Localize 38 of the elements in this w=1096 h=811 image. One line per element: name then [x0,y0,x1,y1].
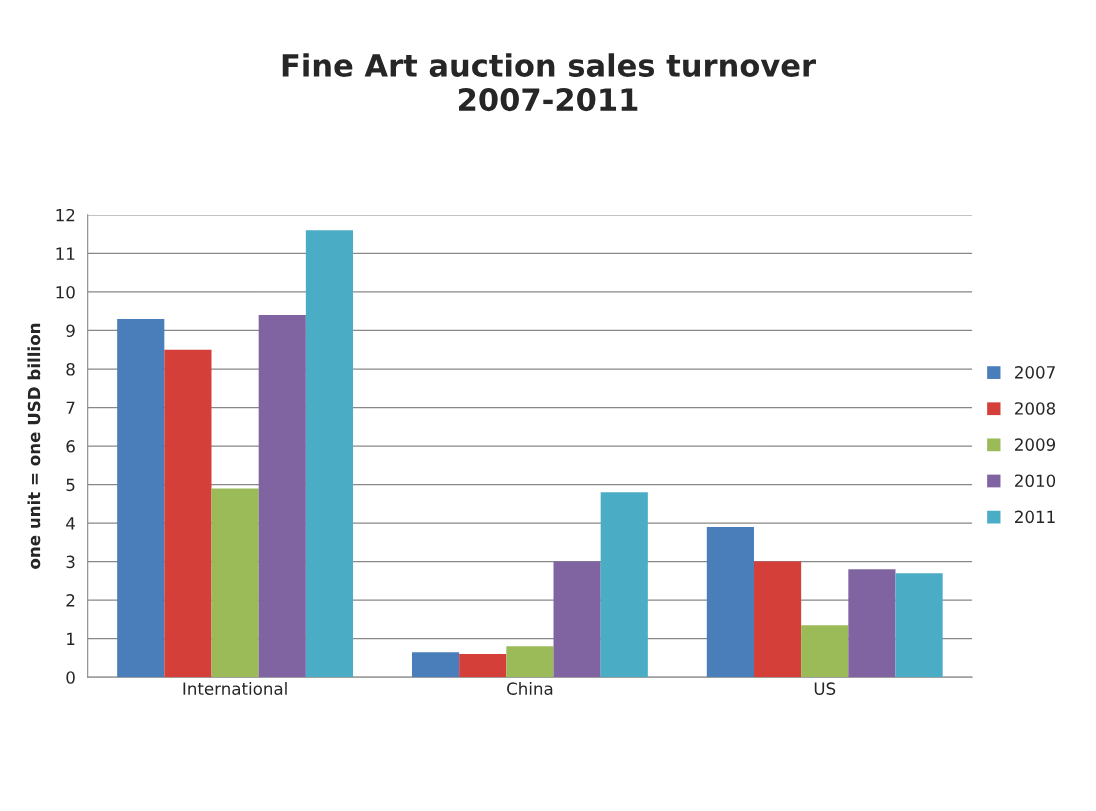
y-tick-label: 6 [66,440,75,453]
bar [848,569,896,678]
y-tick-label: 11 [56,247,75,260]
bar [753,561,802,678]
bar [706,526,754,678]
bar [411,652,460,678]
y-tick-label: 10 [56,285,75,299]
legend-label: 2009 [1015,438,1056,451]
legend-label: 2008 [1015,402,1056,415]
bar [459,654,507,678]
y-tick-label: 12 [56,208,75,222]
bar [801,625,849,678]
x-tick-label: US [814,682,836,695]
y-tick-label: 9 [66,324,75,338]
bar [258,315,306,678]
y-tick-label: 7 [66,401,75,414]
bar [506,646,554,678]
legend-label: 2011 [1015,510,1055,524]
y-tick-label: 5 [66,478,75,492]
chart-title: Fine Art auction sales turnover 2007-2011 [282,53,816,112]
legend-label: 2010 [1015,474,1056,488]
bar [211,488,259,678]
y-axis-title: one unit = one USD billion [27,323,41,569]
x-tick-label: China [507,682,553,695]
bar [305,230,354,678]
y-tick-label: 3 [66,555,75,569]
bar [117,318,165,678]
y-tick-label: 1 [67,632,75,645]
bar [600,492,648,678]
bar [895,573,943,678]
y-tick-label: 4 [66,517,75,530]
bar [553,561,601,678]
y-tick-label: 8 [66,362,75,376]
legend-label: 2007 [1015,366,1055,379]
y-tick-label: 2 [66,594,75,607]
y-tick-label: 0 [66,671,75,684]
bar [164,349,212,678]
x-tick-label: International [183,682,287,695]
